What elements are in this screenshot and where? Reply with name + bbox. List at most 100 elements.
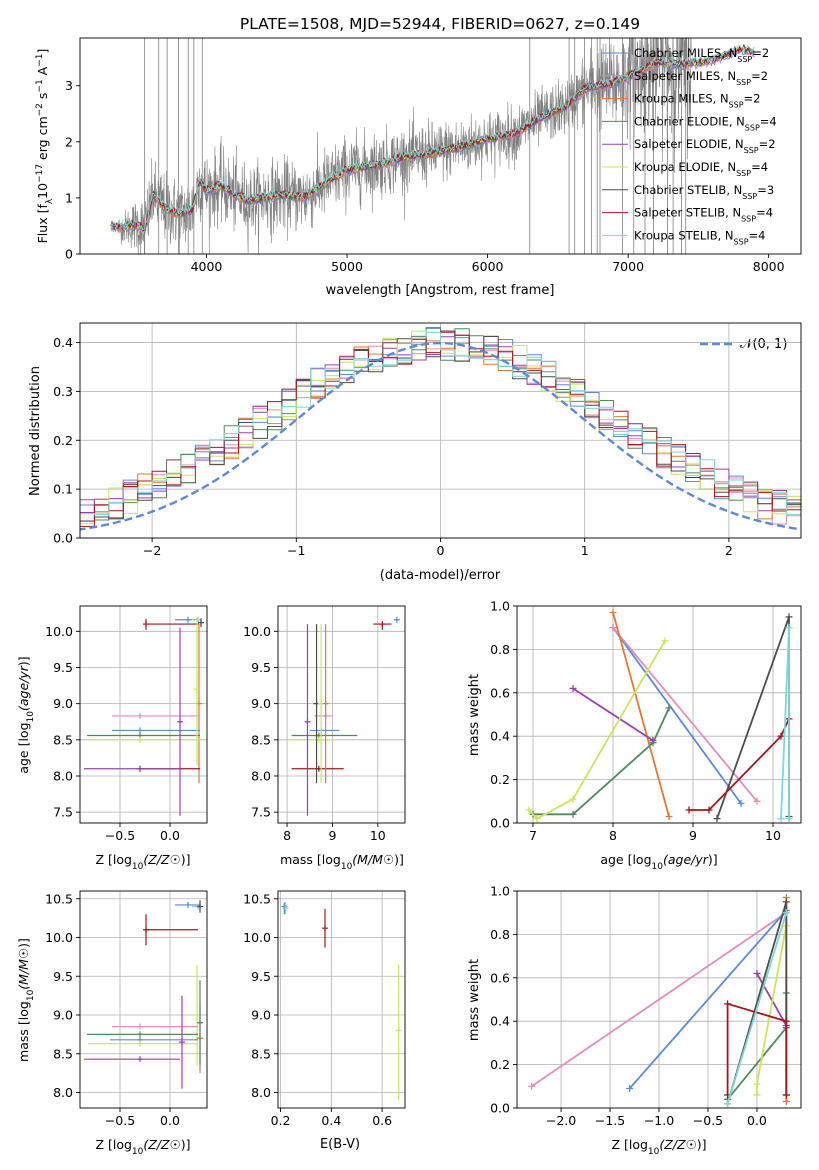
mass_vs_ebv-xtick-label: 0.4: [321, 1113, 341, 1128]
weight-line-kroupa-stelib: [726, 912, 788, 1104]
point-marker-salpeter-miles: [137, 1023, 143, 1030]
gaussian-curve: [80, 341, 801, 531]
legend-label-part: Kroupa ELODIE, N: [634, 160, 736, 174]
weight-marker-kroupa-stelib: [785, 624, 793, 632]
weight-line-salpeter-miles: [531, 911, 787, 1088]
axis-label-part: )]: [16, 656, 31, 666]
axis-label-part: )]: [181, 852, 191, 867]
age_vs_Z-xtick-label: 0.0: [160, 828, 180, 843]
legend-label-part: SSP: [742, 191, 757, 200]
mass_vs_ebv-ytick-label: 10.0: [243, 930, 271, 945]
spectrum-border: [79, 37, 802, 255]
axis-label-part: Z [log: [611, 1137, 647, 1152]
age_vs_mass-axes: [278, 606, 405, 823]
weight_vs_Z-xtick-label: 0.0: [747, 1113, 767, 1128]
mass_vs_Z-xtick-label: −0.5: [105, 1113, 135, 1128]
age_vs_mass-plot-area: [287, 616, 400, 816]
weight-marker-chabrier-elodie: [569, 810, 577, 818]
weight-marker-kroupa-elodie: [533, 815, 541, 823]
age_vs_Z-ytick-label: 10.0: [45, 624, 73, 639]
weight-marker-kroupa-stelib: [777, 815, 785, 823]
residual-histogram-kroupa-stelib: [80, 332, 801, 515]
weight-marker-chabrier-stelib: [785, 613, 793, 621]
weight-marker-salpeter-elodie: [569, 684, 577, 692]
weight-marker-kroupa-elodie: [525, 806, 533, 814]
mass-z-ylabel: mass [log10(M/M☉)]: [16, 938, 36, 1062]
weight-marker-chabrier-elodie: [665, 704, 673, 712]
point-marker-kroupa-elodie: [194, 1012, 200, 1018]
weight-marker-chabrier-miles: [737, 799, 745, 807]
mass_vs_Z-ytick-label: 9.5: [53, 969, 73, 984]
point-marker-chabrier-elodie: [137, 1031, 143, 1038]
legend-label-part: =2: [744, 92, 761, 106]
axis-label-part: 10: [26, 989, 36, 1001]
weight-z-ylabel: mass weight: [467, 959, 482, 1041]
mass_vs_Z-axes: [80, 891, 207, 1108]
spectrum-xlabel: wavelength [Angstrom, rest frame]: [326, 283, 555, 298]
axis-label-part: )]: [697, 1137, 707, 1152]
weight-line-chabrier-elodie: [533, 707, 670, 816]
legend-label-part: =2: [751, 69, 768, 83]
axis-label-part: age [log: [16, 722, 31, 773]
spectrum-frame: 4000 5000 6000 7000 8000 0 1 2 3: [65, 37, 802, 274]
axis-label-part: age [log: [600, 852, 651, 867]
legend-label-part: =2: [759, 137, 776, 151]
age_vs_Z-ytick-label: 8.5: [53, 732, 73, 747]
legend-label-kroupa-elodie: Kroupa ELODIE, NSSP=4: [634, 160, 768, 178]
weight_vs_age-ytick-label: 0.8: [490, 642, 510, 657]
point-marker-chabrier-stelib: [198, 619, 204, 626]
weight-marker-kroupa-miles: [609, 609, 617, 617]
weight_vs_age-ytick-label: 0.2: [490, 772, 510, 787]
residuals-ytick-label: 0.3: [53, 384, 73, 399]
point-marker-chabrier-miles: [185, 901, 191, 908]
legend-label-part: =2: [752, 46, 769, 60]
axis-label-part: 10: [132, 862, 144, 872]
weight-line-salpeter-elodie: [756, 973, 788, 1026]
age_vs_mass-xtick-label: 9: [328, 828, 336, 843]
spectrum-xtick-label: 6000: [472, 259, 504, 274]
axis-label-part: )]: [16, 938, 31, 948]
legend-label-kroupa-miles: Kroupa MILES, NSSP=2: [634, 92, 760, 110]
age_vs_Z-ytick-label: 9.0: [53, 696, 73, 711]
axis-label-part: (age/yr: [16, 665, 31, 711]
spectrum-plot-area: [110, 38, 755, 254]
spectrum-ytick-label: 1: [65, 190, 73, 205]
residuals-xtick-label: 1: [581, 543, 589, 558]
axis-label-part: Z [log: [95, 1137, 131, 1152]
weight-z-xlabel: Z [log10(Z/Z☉)]: [611, 1137, 706, 1157]
point-marker-salpeter-elodie: [179, 1039, 185, 1046]
weight-marker-kroupa-stelib: [724, 1100, 732, 1108]
axis-label-part: 10: [132, 1147, 144, 1157]
point-marker-kroupa-elodie: [395, 1027, 402, 1034]
point-marker-chabrier-miles: [185, 616, 191, 623]
weight-marker-kroupa-elodie: [569, 795, 577, 803]
spectrum-ylabel-part: −17: [35, 164, 45, 183]
weight_vs_Z-xtick-label: −1.5: [595, 1113, 625, 1128]
weight-marker-kroupa-miles: [782, 1097, 790, 1105]
age-mass-xlabel: mass [log10(M/M☉)]: [280, 852, 404, 872]
mass_vs_Z-ytick-label: 8.5: [53, 1046, 73, 1061]
spectrum-ytick-label: 3: [65, 78, 73, 93]
weight-age-ylabel: mass weight: [467, 674, 482, 756]
point-marker-salpeter-elodie: [304, 718, 311, 725]
mass_vs_ebv-axes: [278, 891, 405, 1108]
observed-spectrum: [110, 38, 692, 254]
weight-marker-salpeter-stelib: [782, 1017, 790, 1025]
legend-label-part: Salpeter STELIB, N: [634, 206, 741, 220]
point-marker-salpeter-elodie: [137, 765, 143, 772]
residuals-xtick-label: −2: [143, 543, 161, 558]
weight-marker-salpeter-miles: [753, 797, 761, 805]
spectrum-ylabel-part: Flux [f: [35, 204, 50, 244]
axis-label-part: Z [log: [95, 852, 131, 867]
weight-marker-kroupa-miles: [665, 812, 673, 820]
legend-label-chabrier-miles: Chabrier MILES, NSSP=2: [634, 46, 769, 64]
residuals-xlabel: (data-model)/error: [380, 568, 501, 583]
weight-marker-salpeter-elodie: [753, 969, 761, 977]
weight-marker-chabrier-stelib: [713, 815, 721, 823]
weight-age-xlabel: age [log10(age/yr)]: [600, 852, 717, 872]
legend-label-part: SSP: [736, 169, 751, 178]
legend-label-salpeter-stelib: Salpeter STELIB, NSSP=4: [634, 206, 773, 224]
axis-label-part: (M/M☉: [352, 852, 394, 867]
weight_vs_Z-ytick-label: 0.4: [490, 1014, 510, 1029]
weight-marker-salpeter-stelib: [782, 1091, 790, 1099]
